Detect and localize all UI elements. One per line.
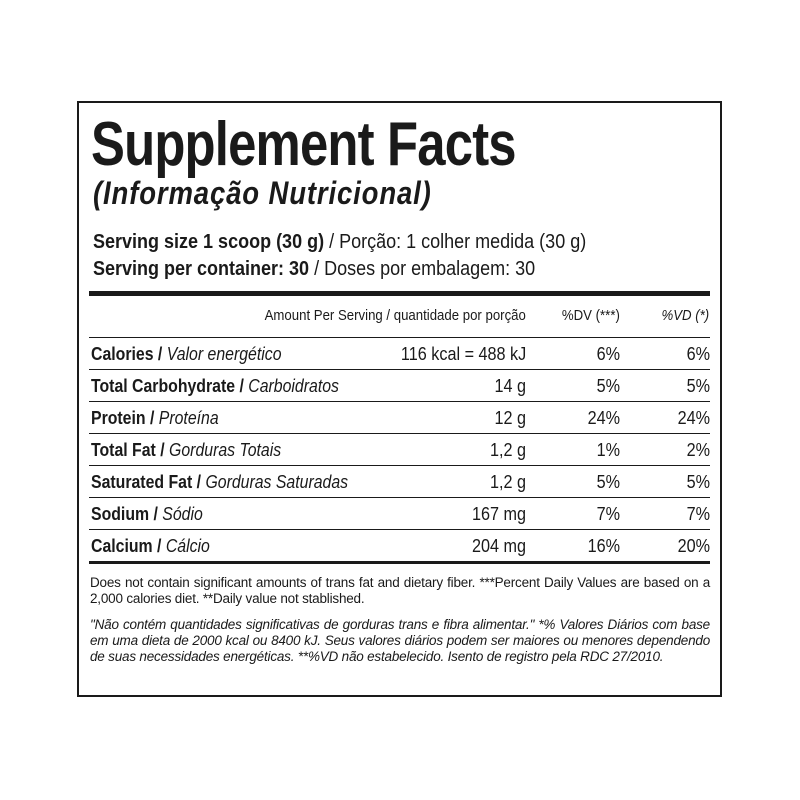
- serving-bold: Serving size 1 scoop (30 g): [93, 231, 325, 253]
- divider: [89, 291, 710, 296]
- dv: 1%: [596, 440, 620, 460]
- title: Supplement Facts: [91, 110, 517, 179]
- nutrient-name: Total Fat / Gorduras Totais: [91, 440, 281, 461]
- name-en: Calcium /: [91, 536, 162, 556]
- nutrient-row: Saturated Fat / Gorduras Saturadas 1,2 g 5…: [89, 465, 710, 497]
- nutrient-row: Total Carbohydrate / Carboidratos 14 g 5% 5…: [89, 369, 710, 401]
- vd: 5%: [686, 472, 710, 492]
- nutrient-row: Calcium / Cálcio 204 mg 16% 20%: [89, 529, 710, 564]
- subtitle: (Informação Nutricional): [93, 175, 432, 211]
- amount: 1,2 g: [489, 472, 526, 492]
- serving-line: Serving size 1 scoop (30 g) / Porção: 1 …: [93, 231, 586, 254]
- name-pt: Proteína: [158, 408, 219, 428]
- dv: 5%: [596, 376, 620, 396]
- amount: 14 g: [494, 376, 526, 396]
- nutrient-name: Sodium / Sódio: [91, 504, 203, 525]
- footnote: Does not contain significant amounts of …: [90, 575, 710, 606]
- facts-label: Supplement Facts (Informação Nutricional…: [77, 101, 722, 697]
- dv: 6%: [596, 344, 620, 364]
- nutrient-name: Calories / Valor energético: [91, 344, 282, 365]
- name-pt: Gorduras Totais: [169, 440, 282, 460]
- vd: 20%: [677, 536, 710, 556]
- vd: 24%: [677, 408, 710, 428]
- name-pt: Carboidratos: [248, 376, 339, 396]
- name-en: Total Carbohydrate /: [91, 376, 244, 396]
- name-en: Saturated Fat /: [91, 472, 202, 492]
- serving-bold: Serving per container: 30: [93, 258, 310, 280]
- nutrient-name: Calcium / Cálcio: [91, 536, 210, 557]
- vd: 5%: [686, 376, 710, 396]
- serving-line: Serving per container: 30 / Doses por em…: [93, 258, 535, 281]
- name-pt: Sódio: [162, 504, 203, 524]
- header-amount: Amount Per Serving / quantidade por porç…: [264, 307, 526, 324]
- name-pt: Gorduras Saturadas: [205, 472, 349, 492]
- dv: 5%: [596, 472, 620, 492]
- amount: 167 mg: [471, 504, 526, 524]
- name-en: Calories /: [91, 344, 163, 364]
- vd: 6%: [686, 344, 710, 364]
- footnote: "Não contém quantidades significativas d…: [90, 617, 710, 664]
- nutrient-row: Sodium / Sódio 167 mg 7% 7%: [89, 497, 710, 529]
- name-pt: Cálcio: [165, 536, 210, 556]
- nutrient-row: Total Fat / Gorduras Totais 1,2 g 1% 2%: [89, 433, 710, 465]
- nutrient-name: Saturated Fat / Gorduras Saturadas: [91, 472, 348, 493]
- amount: 116 kcal = 488 kJ: [400, 344, 526, 364]
- header-vd: %VD (*): [661, 307, 709, 324]
- name-en: Protein /: [91, 408, 155, 428]
- nutrient-name: Total Carbohydrate / Carboidratos: [91, 376, 339, 397]
- nutrient-row: Calories / Valor energético 116 kcal = 48…: [89, 337, 710, 369]
- serving-regular: / Doses por embalagem: 30: [309, 258, 536, 280]
- nutrient-rows: Calories / Valor energético 116 kcal = 48…: [89, 337, 710, 564]
- dv: 16%: [587, 536, 620, 556]
- vd: 7%: [686, 504, 710, 524]
- header-dv: %DV (***): [562, 307, 620, 324]
- amount: 1,2 g: [489, 440, 526, 460]
- name-en: Total Fat /: [91, 440, 165, 460]
- dv: 24%: [587, 408, 620, 428]
- name-en: Sodium /: [91, 504, 158, 524]
- serving-regular: / Porção: 1 colher medida (30 g): [324, 231, 587, 253]
- name-pt: Valor energético: [166, 344, 282, 364]
- nutrient-name: Protein / Proteína: [91, 408, 219, 429]
- vd: 2%: [686, 440, 710, 460]
- amount: 12 g: [494, 408, 526, 428]
- nutrient-row: Protein / Proteína 12 g 24% 24%: [89, 401, 710, 433]
- dv: 7%: [596, 504, 620, 524]
- amount: 204 mg: [471, 536, 526, 556]
